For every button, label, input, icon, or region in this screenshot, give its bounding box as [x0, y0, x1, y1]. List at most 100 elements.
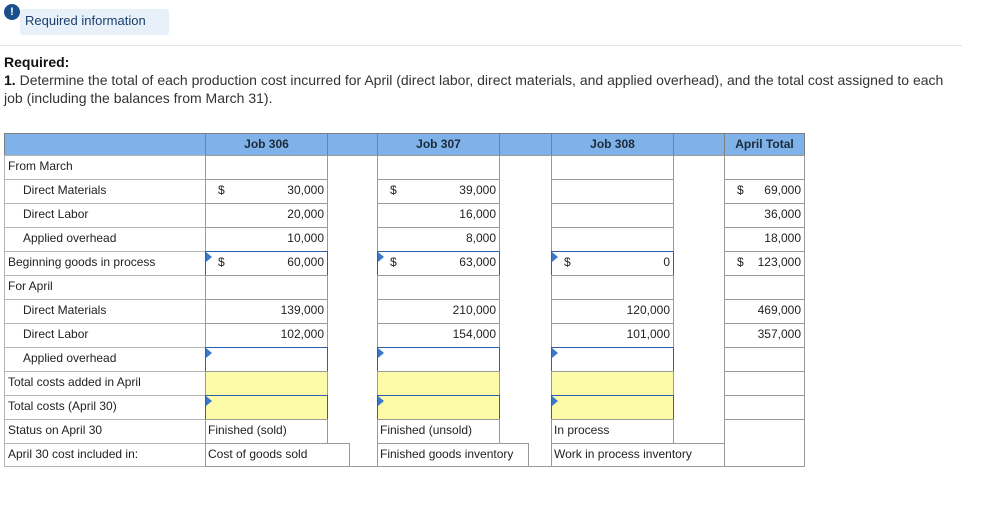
header-job-308: Job 308 — [551, 133, 674, 156]
total-april-dl: 357,000 — [724, 323, 805, 348]
dollar-sign: $ — [564, 255, 571, 269]
job308-april-ao-input[interactable] — [551, 347, 674, 372]
row-label-cost-included: April 30 cost included in: — [4, 443, 206, 467]
spacer-column-1 — [327, 155, 378, 467]
job306-dl2-value: 102,000 — [280, 327, 324, 341]
job306-status: Finished (sold) — [205, 419, 328, 444]
input-marker-icon — [378, 396, 384, 406]
total-ao-value: 18,000 — [764, 231, 801, 245]
input-marker-icon — [206, 348, 212, 358]
dollar-sign: $ — [218, 183, 225, 197]
job306-dm2-value: 139,000 — [280, 303, 324, 317]
required-information-badge[interactable]: Required information — [20, 9, 169, 35]
job307-direct-materials: $ 39,000 — [377, 179, 500, 204]
job308-for-april-blank — [551, 275, 674, 300]
job307-dm2-value: 210,000 — [452, 303, 496, 317]
dollar-sign: $ — [737, 183, 744, 197]
alert-icon: ! — [4, 4, 20, 20]
job307-total-added-input[interactable] — [377, 371, 500, 396]
total-costs-added-cell — [724, 371, 805, 396]
job307-beginning-goods[interactable]: $ 63,000 — [377, 251, 500, 276]
dollar-sign: $ — [390, 255, 397, 269]
row-label-april-applied-overhead: Applied overhead — [4, 347, 206, 372]
job308-bgip-value: 0 — [663, 255, 670, 269]
header-april-total: April Total — [724, 133, 805, 156]
job307-for-april-blank — [377, 275, 500, 300]
row-label-for-april: For April — [4, 275, 206, 300]
job307-cost-included[interactable]: Finished goods inventory — [377, 443, 529, 467]
header-job-306: Job 306 — [205, 133, 328, 156]
job308-april-dm: 120,000 — [551, 299, 674, 324]
row-label-direct-labor: Direct Labor — [4, 203, 206, 228]
input-marker-icon — [552, 252, 558, 262]
row-label-april-direct-materials: Direct Materials — [4, 299, 206, 324]
job306-dm-value: 30,000 — [287, 183, 324, 197]
job307-total-costs-input[interactable] — [377, 395, 500, 420]
row-label-status: Status on April 30 — [4, 419, 206, 444]
input-marker-icon — [552, 396, 558, 406]
question-number: 1. — [4, 72, 16, 88]
total-april-ao-blank — [724, 347, 805, 372]
total-applied-overhead: 18,000 — [724, 227, 805, 252]
job306-bgip-value: 60,000 — [287, 255, 324, 269]
row-label-direct-materials: Direct Materials — [4, 179, 206, 204]
job307-dm-value: 39,000 — [459, 183, 496, 197]
job307-from-march-blank — [377, 155, 500, 180]
spacer-column-2 — [499, 155, 552, 467]
total-from-march-blank — [724, 155, 805, 180]
job306-for-april-blank — [205, 275, 328, 300]
input-marker-icon — [552, 348, 558, 358]
job307-direct-labor: 16,000 — [377, 203, 500, 228]
job308-applied-overhead — [551, 227, 674, 252]
total-status-blank — [724, 419, 805, 467]
job306-total-added-input[interactable] — [205, 371, 328, 396]
job307-april-ao-input[interactable] — [377, 347, 500, 372]
job308-beginning-goods[interactable]: $ 0 — [551, 251, 674, 276]
job307-dl-value: 16,000 — [459, 207, 496, 221]
job307-april-dm: 210,000 — [377, 299, 500, 324]
total-dm2-value: 469,000 — [757, 303, 801, 317]
job306-cost-included[interactable]: Cost of goods sold — [205, 443, 350, 467]
row-label-april-direct-labor: Direct Labor — [4, 323, 206, 348]
job307-dl2-value: 154,000 — [452, 327, 496, 341]
total-bgip-value: 123,000 — [757, 255, 801, 269]
divider — [0, 45, 962, 46]
job306-ao-value: 10,000 — [287, 231, 324, 245]
job308-dm2-value: 120,000 — [626, 303, 670, 317]
spacer-column-3 — [673, 155, 725, 445]
total-april-dm: 469,000 — [724, 299, 805, 324]
total-direct-materials: $ 69,000 — [724, 179, 805, 204]
job306-from-march-blank — [205, 155, 328, 180]
total-dm-value: 69,000 — [764, 183, 801, 197]
job306-april-ao-input[interactable] — [205, 347, 328, 372]
input-marker-icon — [206, 252, 212, 262]
total-for-april-blank — [724, 275, 805, 300]
job308-direct-labor — [551, 203, 674, 228]
job308-cost-included[interactable]: Work in process inventory — [551, 443, 725, 467]
job306-applied-overhead: 10,000 — [205, 227, 328, 252]
job307-bgip-value: 63,000 — [459, 255, 496, 269]
total-direct-labor: 36,000 — [724, 203, 805, 228]
job307-status: Finished (unsold) — [377, 419, 500, 444]
job306-direct-materials: $ 30,000 — [205, 179, 328, 204]
job308-april-dl: 101,000 — [551, 323, 674, 348]
job308-dl2-value: 101,000 — [626, 327, 670, 341]
header-blank — [4, 133, 206, 156]
row-label-beginning-goods: Beginning goods in process — [4, 251, 206, 276]
job306-total-costs-input[interactable] — [205, 395, 328, 420]
header-spacer-3 — [673, 133, 725, 156]
job308-direct-materials — [551, 179, 674, 204]
input-marker-icon — [378, 252, 384, 262]
job308-total-costs-input[interactable] — [551, 395, 674, 420]
row-label-total-costs-added: Total costs added in April — [4, 371, 206, 396]
job306-direct-labor: 20,000 — [205, 203, 328, 228]
job307-ao-value: 8,000 — [465, 231, 496, 245]
total-costs-cell — [724, 395, 805, 420]
total-dl-value: 36,000 — [764, 207, 801, 221]
input-marker-icon — [378, 348, 384, 358]
job307-april-dl: 154,000 — [377, 323, 500, 348]
job308-total-added-input[interactable] — [551, 371, 674, 396]
job306-beginning-goods[interactable]: $ 60,000 — [205, 251, 328, 276]
job308-status: In process — [551, 419, 674, 444]
header-job-307: Job 307 — [377, 133, 500, 156]
